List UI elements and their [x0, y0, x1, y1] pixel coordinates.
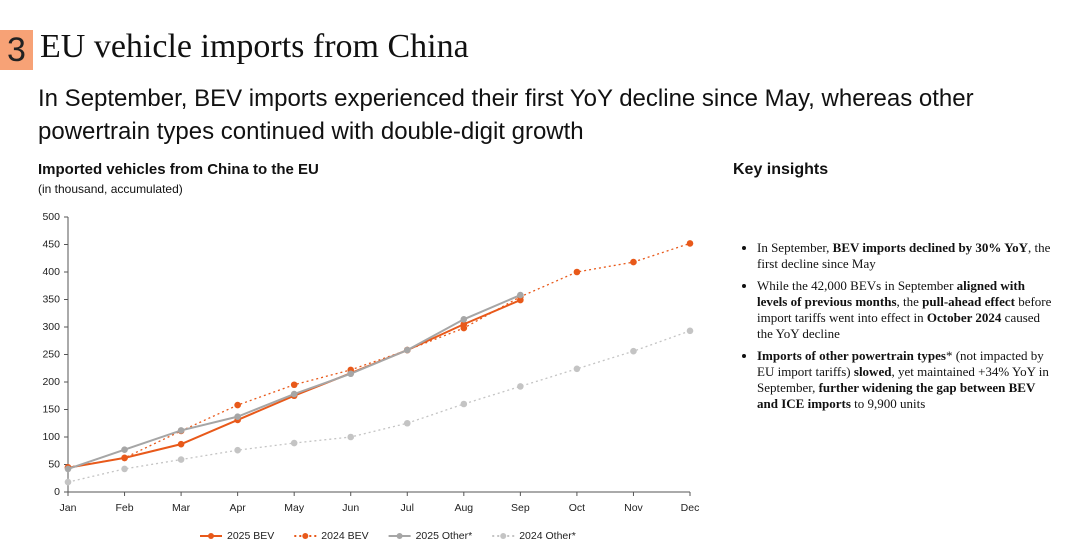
y-tick-label: 0 — [54, 486, 60, 498]
insight-text: , the first decline since May — [757, 240, 1051, 271]
legend-marker — [396, 533, 403, 539]
section-number: 3 — [0, 30, 33, 70]
insight-text: Imports of other powertrain types — [757, 348, 946, 363]
point — [177, 456, 185, 463]
insight-text: further widening the gap between BEV and… — [757, 380, 1036, 411]
point — [290, 381, 298, 389]
x-tick-label: Aug — [454, 502, 473, 514]
point — [234, 401, 241, 409]
insight-text: , yet maintained +34% YoY in September, — [757, 364, 1049, 395]
point — [573, 365, 581, 373]
insight-text: pull-ahead effect — [922, 294, 1015, 309]
insight-text: to 9,900 units — [850, 396, 926, 411]
point — [686, 240, 694, 247]
y-tick-label: 400 — [42, 266, 60, 278]
y-tick-label: 250 — [42, 348, 60, 360]
insight-text: slowed — [853, 364, 892, 379]
insight-text: * (not impacted by EU import tariffs) — [757, 348, 1044, 379]
insight-text: before import tariffs went into effect i… — [757, 294, 1052, 325]
legend-label: 2025 BEV — [227, 530, 274, 542]
y-tick-label: 500 — [42, 211, 60, 223]
x-tick-label: Feb — [115, 502, 133, 514]
slide-title: EU vehicle imports from China — [40, 28, 469, 65]
insight: While the 42,000 BEVs in September align… — [757, 278, 1057, 342]
point — [64, 465, 72, 473]
x-tick-label: Jul — [401, 502, 414, 514]
point — [460, 324, 468, 332]
x-tick-label: Sep — [511, 502, 530, 514]
x-tick-label: Jun — [342, 502, 359, 514]
point — [121, 446, 128, 453]
point — [403, 346, 411, 354]
point — [517, 383, 524, 390]
legend-marker — [500, 533, 507, 539]
insight-text: BEV imports declined by 30% YoY — [832, 240, 1029, 255]
y-tick-label: 300 — [42, 321, 60, 333]
x-tick-label: Mar — [172, 502, 191, 514]
point — [460, 400, 468, 408]
insight-text: In September, — [757, 240, 833, 255]
insight: In September, BEV imports declined by 30… — [757, 240, 1057, 272]
insight-text: October 2024 — [926, 310, 1002, 325]
point — [290, 390, 298, 398]
x-tick-label: May — [284, 502, 305, 514]
y-tick-label: 150 — [42, 403, 60, 415]
y-tick-label: 350 — [42, 293, 60, 305]
y-tick-label: 200 — [42, 376, 60, 388]
y-tick-label: 100 — [42, 431, 60, 443]
point — [517, 291, 524, 299]
point — [630, 258, 637, 266]
legend-label: 2025 Other* — [416, 530, 473, 542]
insights-list: In September, BEV imports declined by 30… — [742, 240, 1057, 418]
x-tick-label: Oct — [569, 502, 585, 514]
legend-marker — [302, 533, 309, 539]
point — [686, 327, 694, 335]
insights-title: Key insights — [733, 161, 829, 178]
point — [573, 268, 581, 276]
y-tick-label: 50 — [48, 458, 60, 470]
point — [177, 440, 185, 448]
point — [347, 433, 355, 441]
point — [630, 347, 637, 355]
insight-text: , the — [896, 294, 923, 309]
y-tick-label: 450 — [42, 238, 60, 250]
legend-label: 2024 BEV — [321, 530, 368, 542]
x-tick-label: Jan — [60, 502, 77, 514]
insight-text: caused the YoY decline — [757, 310, 1041, 341]
point — [64, 478, 72, 486]
insight-text: aligned with levels of previous months — [757, 278, 1025, 309]
point — [234, 413, 241, 420]
point — [234, 446, 241, 454]
insight-text: While the 42,000 BEVs in September — [757, 278, 957, 293]
point — [403, 419, 411, 427]
x-tick-label: Apr — [229, 502, 246, 514]
chart-title: Imported vehicles from China to the EU — [38, 161, 319, 178]
point — [347, 370, 355, 378]
series-line — [67, 330, 691, 483]
chart-subtitle: (in thousand, accumulated) — [38, 182, 183, 196]
legend-marker — [208, 533, 214, 539]
slide-subtitle: In September, BEV imports experienced th… — [38, 85, 974, 145]
x-tick-label: Nov — [624, 502, 643, 514]
point — [460, 316, 468, 323]
point — [121, 465, 128, 473]
point — [290, 439, 298, 447]
legend-label: 2024 Other* — [519, 530, 576, 542]
point — [177, 427, 185, 434]
series-line — [67, 242, 691, 468]
point — [121, 454, 128, 462]
insight: Imports of other powertrain types* (not … — [757, 348, 1057, 412]
x-tick-label: Dec — [681, 502, 700, 514]
